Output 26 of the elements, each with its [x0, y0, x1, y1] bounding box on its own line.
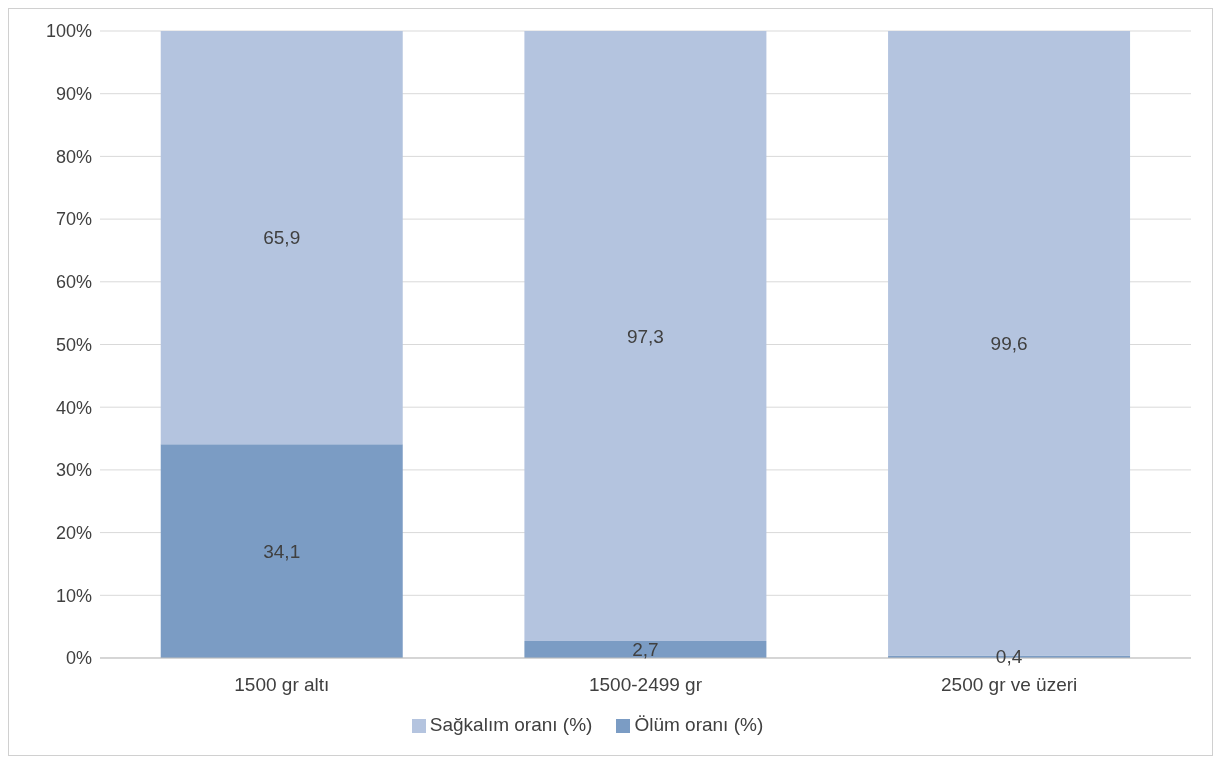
y-tick-label: 70%: [55, 209, 92, 230]
bar: [160, 444, 403, 658]
x-tick-label: 1500-2499 gr: [588, 674, 703, 696]
legend-label: Ölüm oranı (%): [634, 714, 764, 735]
y-tick-label: 20%: [55, 522, 92, 543]
x-tick-label: 2500 gr ve üzeri: [941, 674, 1078, 696]
y-tick-label: 60%: [55, 272, 92, 293]
data-label: 97,3: [626, 325, 664, 347]
y-tick-label: 90%: [55, 84, 92, 105]
y-tick-label: 30%: [55, 460, 92, 481]
bar: [524, 31, 767, 642]
y-tick-label: 0%: [65, 648, 92, 669]
bar: [160, 31, 403, 445]
data-label: 65,9: [263, 227, 301, 249]
data-label: 0,4: [995, 646, 1023, 668]
data-label: 2,7: [632, 639, 659, 661]
data-label: 99,6: [990, 332, 1028, 354]
y-tick-label: 80%: [55, 146, 92, 167]
y-tick-label: 100%: [45, 21, 92, 42]
y-tick-label: 10%: [55, 585, 92, 606]
y-tick-label: 40%: [55, 397, 92, 418]
x-tick-label: 1500 gr altı: [234, 674, 330, 696]
y-tick-label: 50%: [55, 334, 92, 355]
data-label: 34,1: [263, 540, 301, 562]
legend-label: Sağkalım oranı (%): [429, 714, 593, 735]
bar: [524, 641, 767, 658]
